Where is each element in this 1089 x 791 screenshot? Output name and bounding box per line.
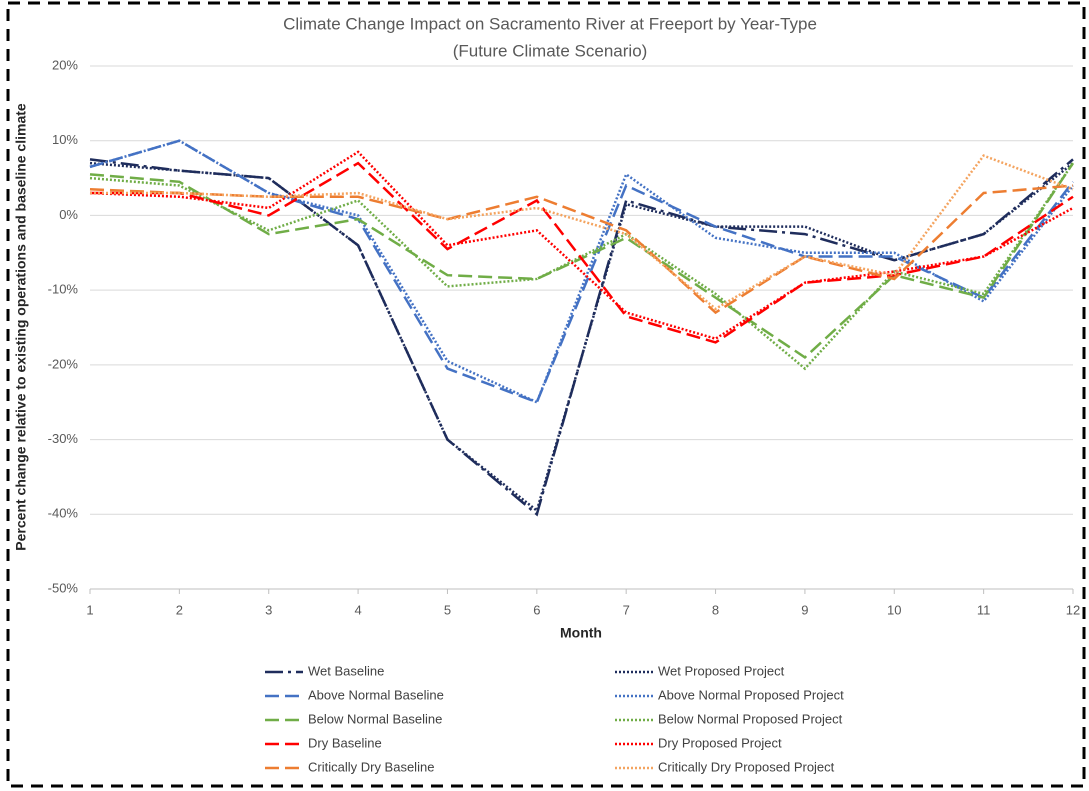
legend-label: Critically Dry Baseline: [308, 759, 434, 774]
legend-label: Wet Baseline: [308, 663, 384, 678]
series-line: [90, 154, 1074, 311]
y-tick-label: 10%: [52, 132, 78, 147]
legend-label: Below Normal Proposed Project: [658, 711, 843, 726]
x-axis-label: Month: [560, 625, 602, 641]
y-tick-label: 20%: [52, 57, 78, 72]
y-tick-label: -30%: [48, 431, 79, 446]
legend-label: Below Normal Baseline: [308, 711, 442, 726]
legend-label: Wet Proposed Project: [658, 663, 785, 678]
legend-label: Dry Proposed Project: [658, 735, 782, 750]
legend-label: Dry Baseline: [308, 735, 382, 750]
y-tick-label: 0%: [59, 207, 78, 222]
legend-label: Critically Dry Proposed Project: [658, 759, 835, 774]
y-tick-label: -10%: [48, 282, 79, 297]
x-tick-label: 4: [354, 602, 361, 617]
series-line: [89, 150, 1074, 341]
x-tick-label: 7: [623, 602, 630, 617]
x-tick-label: 11: [977, 602, 991, 617]
frame: [6, 1, 1086, 788]
chart-subtitle: (Future Climate Scenario): [453, 41, 648, 60]
series-line: [89, 161, 1074, 513]
x-tick-label: 3: [265, 602, 272, 617]
series-line: [89, 158, 1074, 517]
y-tick-label: -50%: [48, 580, 79, 595]
y-axis-label: Percent change relative to existing oper…: [13, 103, 29, 551]
legend-label: Above Normal Baseline: [308, 687, 444, 702]
y-tick-label: -40%: [48, 506, 79, 521]
chart-title: Climate Change Impact on Sacramento Rive…: [283, 14, 817, 33]
series-line: [89, 139, 1074, 404]
x-tick-label: 10: [887, 602, 901, 617]
x-tick-label: 8: [712, 602, 719, 617]
y-tick-label: -20%: [48, 356, 79, 371]
series-line: [89, 184, 1074, 315]
x-tick-label: 6: [533, 602, 540, 617]
series-line: [89, 162, 1075, 371]
x-tick-label: 1: [86, 602, 93, 617]
x-tick-label: 2: [176, 602, 183, 617]
series-line: [90, 161, 1074, 344]
legend-label: Above Normal Proposed Project: [658, 687, 844, 702]
x-tick-label: 9: [801, 602, 808, 617]
x-tick-label: 5: [444, 602, 451, 617]
x-tick-label: 12: [1066, 602, 1080, 617]
